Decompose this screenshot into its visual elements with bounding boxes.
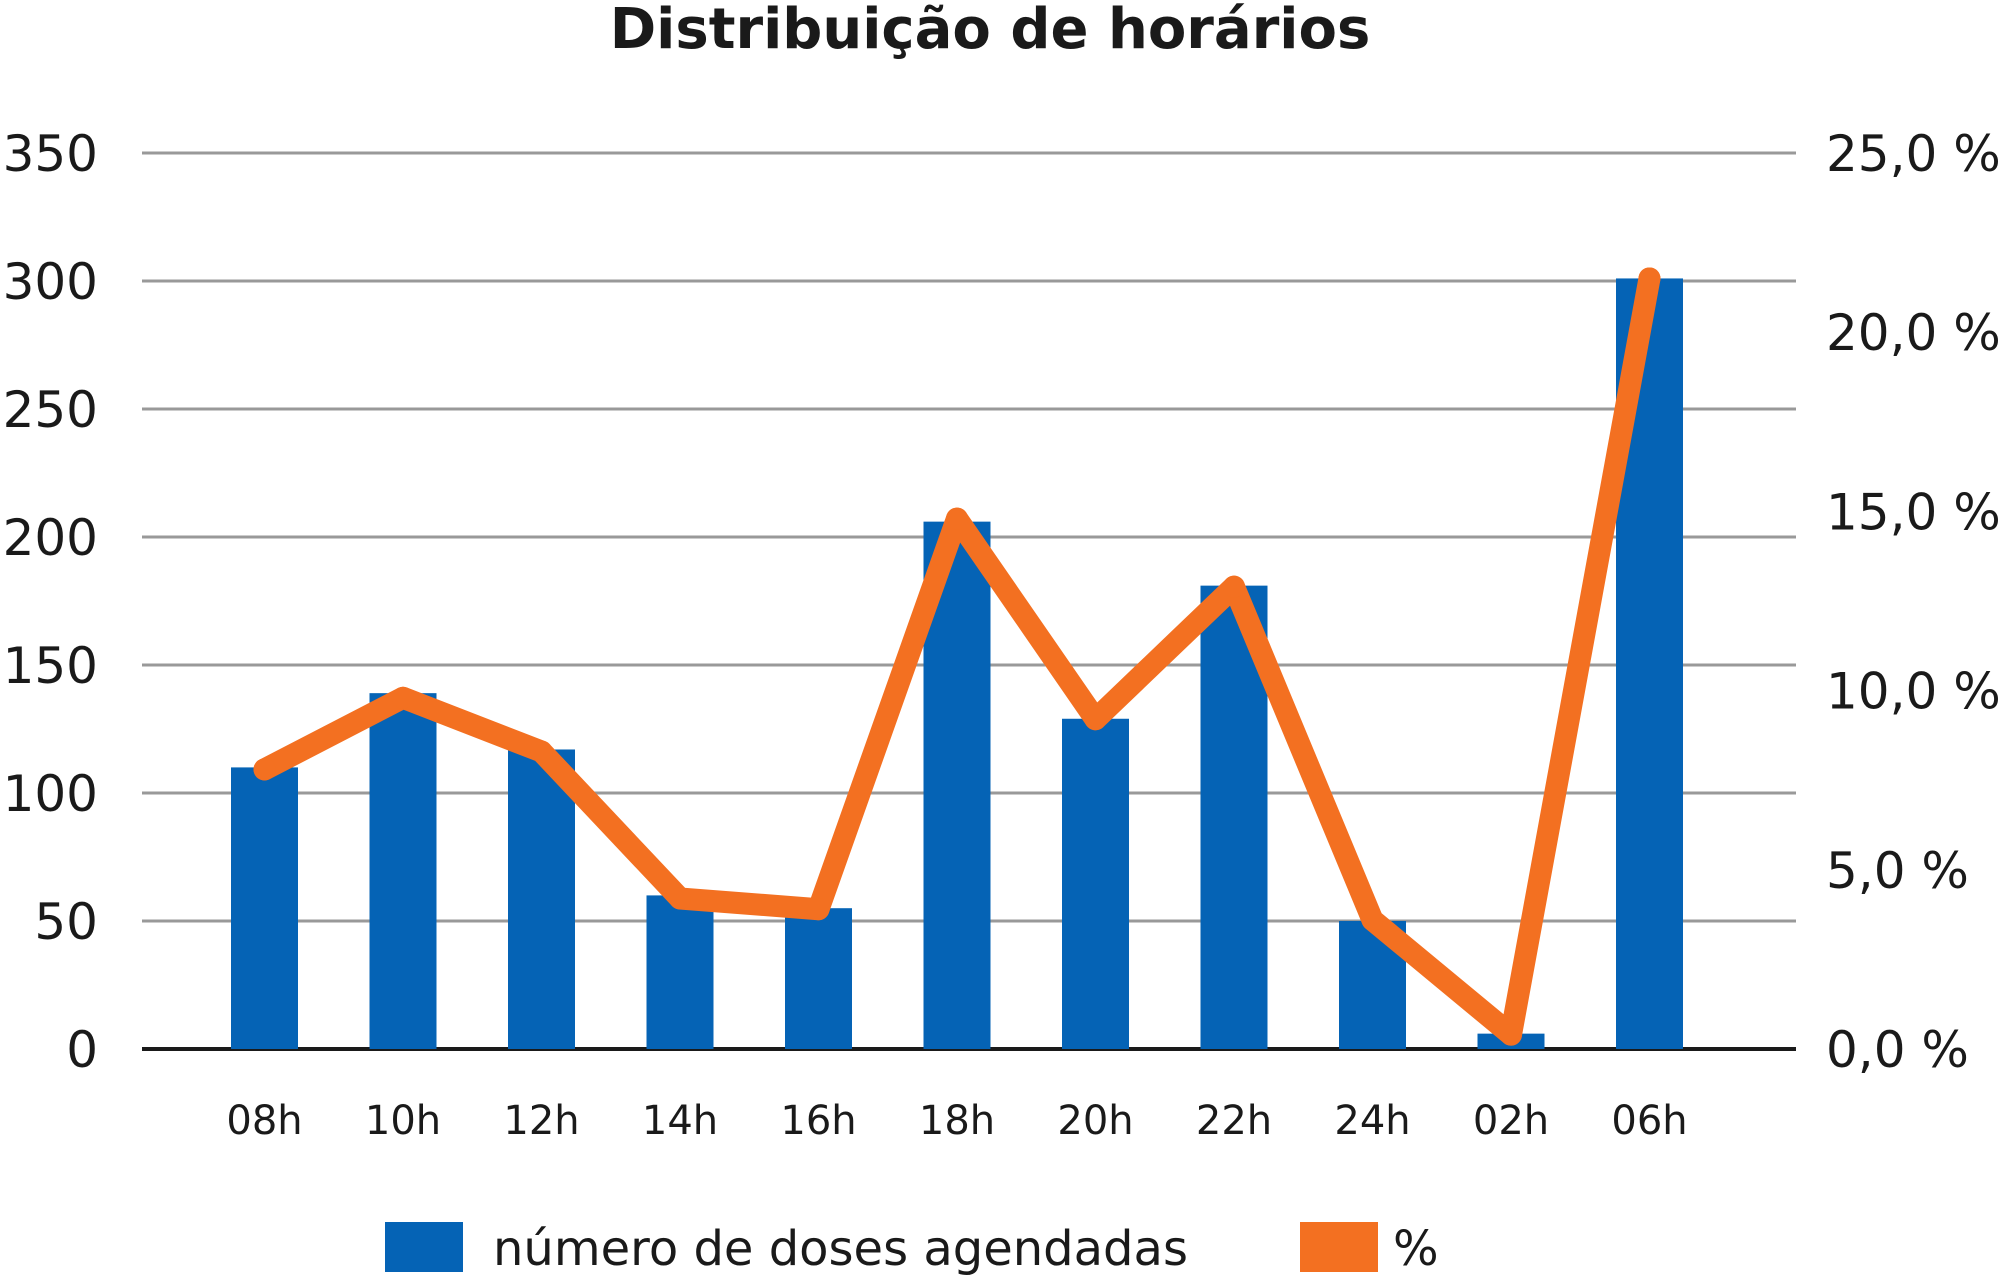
x-tick-label: 20h: [1057, 1098, 1133, 1144]
line-point-02h: [1500, 1023, 1522, 1046]
x-tick-label: 16h: [780, 1098, 856, 1144]
x-tick-label: 08h: [226, 1098, 302, 1144]
legend-label-percent: %: [1393, 1221, 1439, 1277]
x-tick-label: 10h: [365, 1098, 441, 1144]
legend: número de doses agendadas %: [385, 1221, 1439, 1277]
y2-tick-label: 5,0 %: [1826, 842, 1969, 900]
legend-swatch-doses: [385, 1222, 463, 1272]
line-point-12h: [530, 740, 553, 763]
legend-swatch-percent: [1300, 1222, 1378, 1272]
bar-16h: [785, 908, 852, 1049]
y2-tick-label: 20,0 %: [1826, 304, 2000, 362]
y-tick-label: 300: [3, 253, 98, 311]
y2-tick-label: 15,0 %: [1826, 483, 2000, 541]
bar-14h: [646, 895, 714, 1049]
y-tick-label: 150: [3, 637, 98, 695]
y2-tick-label: 25,0 %: [1826, 125, 2000, 183]
x-tick-label: 02h: [1473, 1098, 1549, 1144]
x-axis: 08h 10h 12h 14h 16h 18h 20h 22h 24h 02h 06h: [226, 1098, 1687, 1144]
y2-tick-label: 0,0 %: [1826, 1021, 1969, 1079]
bars-layer: [231, 278, 1683, 1049]
line-layer: [253, 267, 1661, 1046]
line-point-08h: [253, 758, 276, 781]
y-tick-label: 50: [34, 893, 98, 951]
x-tick-label: 24h: [1334, 1098, 1410, 1144]
line-point-16h: [807, 898, 830, 921]
line-point-06h: [1638, 267, 1661, 290]
bar-10h: [369, 693, 437, 1049]
chart-title: Distribuição de horários: [610, 0, 1371, 62]
y-axis-left: 0 50 100 150 200 250 300 350: [3, 125, 98, 1079]
legend-label-doses: número de doses agendadas: [493, 1221, 1188, 1277]
line-point-20h: [1084, 708, 1107, 731]
y-tick-label: 350: [3, 125, 98, 183]
y-tick-label: 250: [3, 381, 98, 439]
x-tick-label: 22h: [1196, 1098, 1272, 1144]
y-tick-label: 0: [66, 1021, 98, 1079]
line-point-10h: [392, 686, 414, 709]
y-tick-label: 200: [3, 509, 98, 567]
line-point-24h: [1361, 908, 1384, 931]
y-tick-label: 100: [3, 765, 98, 823]
bar-12h: [508, 749, 575, 1049]
line-point-14h: [669, 887, 691, 910]
line-point-18h: [946, 507, 968, 530]
y-axis-right: 0,0 % 5,0 % 10,0 % 15,0 % 20,0 % 25,0 %: [1826, 125, 2000, 1079]
x-tick-label: 12h: [503, 1098, 579, 1144]
x-tick-label: 14h: [642, 1098, 718, 1144]
bar-20h: [1062, 718, 1129, 1049]
y2-tick-label: 10,0 %: [1826, 663, 2000, 721]
x-tick-label: 06h: [1611, 1098, 1687, 1144]
x-tick-label: 18h: [919, 1098, 995, 1144]
bar-08h: [231, 767, 298, 1049]
line-point-22h: [1223, 575, 1245, 598]
